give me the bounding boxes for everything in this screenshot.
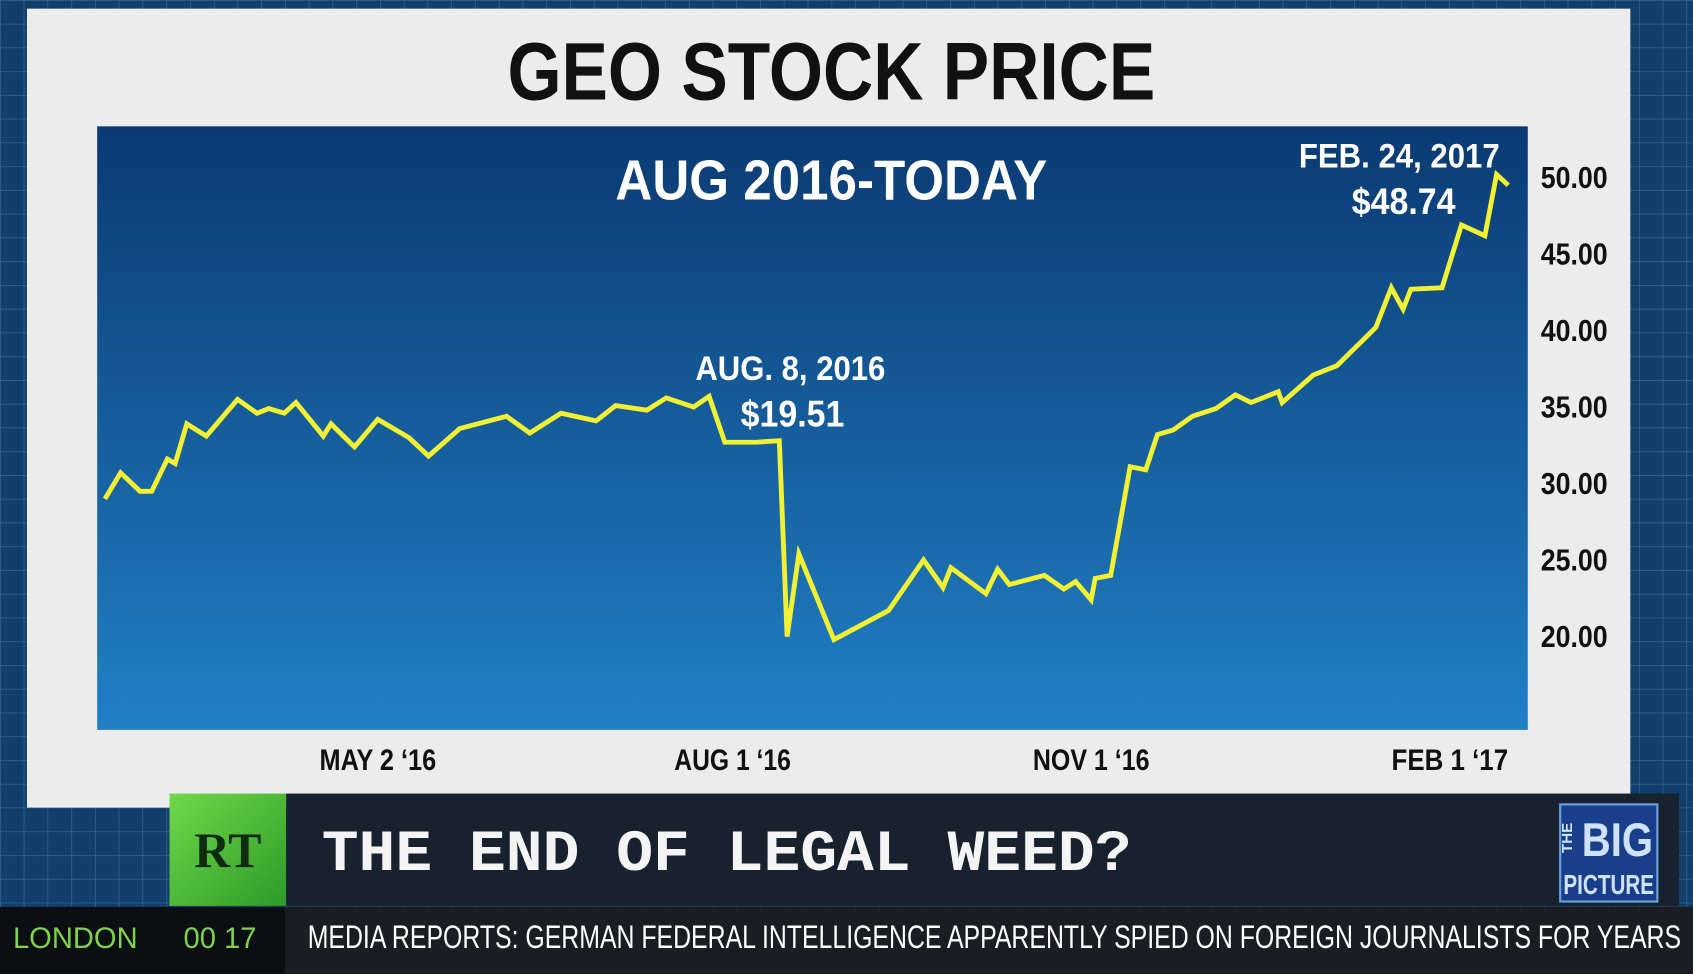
ticker-text-bg — [285, 906, 1693, 974]
ticker: MEDIA REPORTS: GERMAN FEDERAL INTELLIGEN… — [308, 919, 1681, 955]
x-tick-label: FEB 1 ‘17 — [1392, 745, 1509, 777]
show-logo-text: BIG — [1582, 814, 1653, 867]
annotation: FEB. 24, 2017 — [1299, 137, 1500, 175]
chart-subtitle: AUG 2016-TODAY — [615, 149, 1047, 212]
y-tick-label: 35.00 — [1541, 391, 1608, 424]
price-line — [102, 169, 1510, 644]
annotation: $48.74 — [1352, 181, 1456, 222]
headline: THE END OF LEGAL WEED? — [322, 821, 1132, 888]
annotation: AUG. 8, 2016 — [695, 350, 885, 388]
y-tick-label: 45.00 — [1541, 238, 1608, 271]
location: LONDON — [13, 923, 138, 955]
y-tick-label: 25.00 — [1541, 544, 1608, 577]
rt-logo: RT — [194, 823, 261, 878]
clock: 00 17 — [184, 923, 257, 955]
chart-title: GEO STOCK PRICE — [507, 26, 1155, 117]
x-tick-label: AUG 1 ‘16 — [674, 745, 791, 777]
annotation: $19.51 — [741, 393, 845, 434]
x-tick-label: MAY 2 ‘16 — [320, 745, 437, 777]
show-logo-text: PICTURE — [1563, 869, 1654, 900]
y-tick-label: 40.00 — [1541, 315, 1608, 348]
rt-logo-box — [169, 793, 287, 906]
headline-bar — [286, 793, 1679, 906]
y-tick-label: 20.00 — [1541, 621, 1608, 654]
y-tick-label: 50.00 — [1541, 162, 1608, 195]
y-tick-label: 30.00 — [1541, 468, 1608, 501]
x-tick-label: NOV 1 ‘16 — [1033, 745, 1150, 777]
chart-layer: 20.00 25.00 30.00 35.00 40.00 45.00 50.00 MAY 2… — [102, 162, 1608, 777]
show-logo-text: THE — [1559, 823, 1576, 853]
show-logo-box — [1559, 803, 1659, 903]
